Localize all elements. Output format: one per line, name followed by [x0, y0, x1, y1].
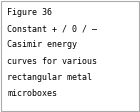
Text: rectangular metal: rectangular metal [7, 73, 92, 82]
FancyBboxPatch shape [1, 1, 139, 111]
Text: microboxes: microboxes [7, 89, 57, 98]
Text: Constant + / 0 / –: Constant + / 0 / – [7, 24, 97, 33]
Text: Casimir energy: Casimir energy [7, 40, 77, 49]
Text: Figure 36: Figure 36 [7, 8, 52, 17]
Text: curves for various: curves for various [7, 57, 97, 66]
